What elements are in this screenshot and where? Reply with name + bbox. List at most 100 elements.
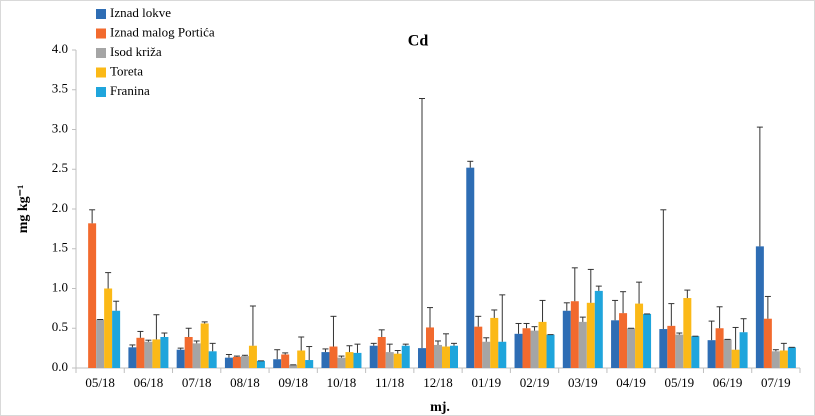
bar	[329, 346, 338, 368]
bar	[281, 354, 290, 368]
y-tick-label: 2.0	[52, 200, 68, 215]
error-bar	[595, 285, 602, 291]
error-bar	[145, 339, 152, 342]
error-bar	[499, 294, 506, 342]
error-bar	[708, 320, 715, 341]
bar	[779, 350, 788, 368]
error-bar	[282, 352, 289, 355]
legend-swatch	[96, 28, 106, 39]
error-bar	[209, 342, 216, 352]
bar	[144, 341, 153, 368]
error-bar	[531, 326, 538, 331]
x-tick-label: 06/18	[134, 375, 164, 390]
legend-swatch	[96, 87, 106, 97]
error-bar	[587, 268, 594, 303]
error-bar	[241, 354, 248, 357]
bar	[160, 336, 169, 368]
y-tick-label: 3.5	[52, 81, 68, 96]
bar	[723, 339, 732, 368]
bar	[353, 352, 362, 368]
bar	[289, 364, 298, 368]
error-bar	[201, 321, 208, 324]
error-bar	[676, 332, 683, 335]
legend-label: Franina	[110, 83, 150, 98]
error-bar	[386, 343, 393, 353]
bar	[586, 302, 595, 368]
error-bar	[330, 315, 337, 347]
x-tick-label: 10/18	[327, 375, 357, 390]
bar	[321, 352, 330, 368]
error-bar	[716, 306, 723, 329]
bar	[112, 310, 121, 368]
bar	[426, 327, 434, 368]
bar	[104, 288, 113, 368]
bar	[675, 334, 684, 368]
bar	[474, 326, 483, 368]
error-bar	[419, 97, 425, 349]
bar	[562, 310, 571, 368]
bar	[184, 336, 193, 368]
error-bar	[394, 350, 401, 354]
error-bar	[668, 303, 675, 326]
bar	[659, 329, 668, 368]
bar	[490, 317, 499, 368]
bar	[731, 349, 740, 368]
bar	[192, 343, 201, 368]
error-bar	[475, 315, 482, 327]
bar	[96, 319, 105, 368]
error-bar	[161, 332, 168, 337]
x-tick-label: 04/19	[616, 375, 646, 390]
bar	[683, 298, 692, 368]
legend-swatch	[96, 48, 106, 58]
bar	[667, 325, 676, 368]
error-bar	[764, 295, 771, 319]
bar	[450, 345, 458, 368]
error-bar	[137, 330, 144, 338]
error-bar	[378, 329, 385, 337]
x-tick-label: 01/19	[471, 375, 501, 390]
error-bar	[780, 342, 787, 351]
bar	[345, 352, 354, 368]
error-bar	[684, 289, 691, 299]
error-bar	[523, 322, 530, 329]
error-bar	[427, 307, 433, 328]
bar	[611, 320, 620, 368]
legend-label: Iznad lokve	[110, 5, 171, 20]
bar	[530, 330, 539, 368]
error-bar	[185, 327, 192, 337]
bar	[401, 345, 410, 368]
error-bar	[153, 314, 160, 340]
chart-title: Cd	[408, 33, 429, 50]
bar	[514, 333, 523, 368]
error-bar	[225, 353, 232, 358]
x-tick-label: 09/18	[278, 375, 308, 390]
bar	[755, 246, 764, 368]
bar	[434, 344, 442, 368]
bar	[771, 351, 780, 368]
bar	[152, 339, 161, 368]
error-bar	[354, 343, 361, 353]
y-tick-label: 1.0	[52, 279, 68, 294]
error-bar	[660, 209, 667, 330]
bar	[619, 313, 628, 368]
bar	[273, 359, 282, 368]
error-bar	[571, 267, 578, 302]
error-bar	[483, 337, 490, 342]
legend-swatch	[96, 67, 106, 78]
y-axis-label: mg kg⁻¹	[16, 185, 31, 234]
bar	[466, 167, 475, 368]
legend-label: Iznad malog Portića	[110, 24, 215, 39]
bar	[522, 328, 531, 368]
bar	[208, 351, 217, 368]
error-bar	[274, 349, 281, 360]
x-tick-label: 08/18	[230, 375, 260, 390]
bar	[385, 352, 394, 368]
x-tick-label: 05/19	[665, 375, 695, 390]
error-bar	[306, 346, 313, 361]
y-tick-label: 1.5	[52, 240, 68, 255]
bar	[369, 345, 378, 368]
error-bar	[756, 126, 763, 247]
error-bar	[105, 272, 112, 289]
bar	[739, 332, 748, 368]
x-tick-label: 07/19	[761, 375, 791, 390]
